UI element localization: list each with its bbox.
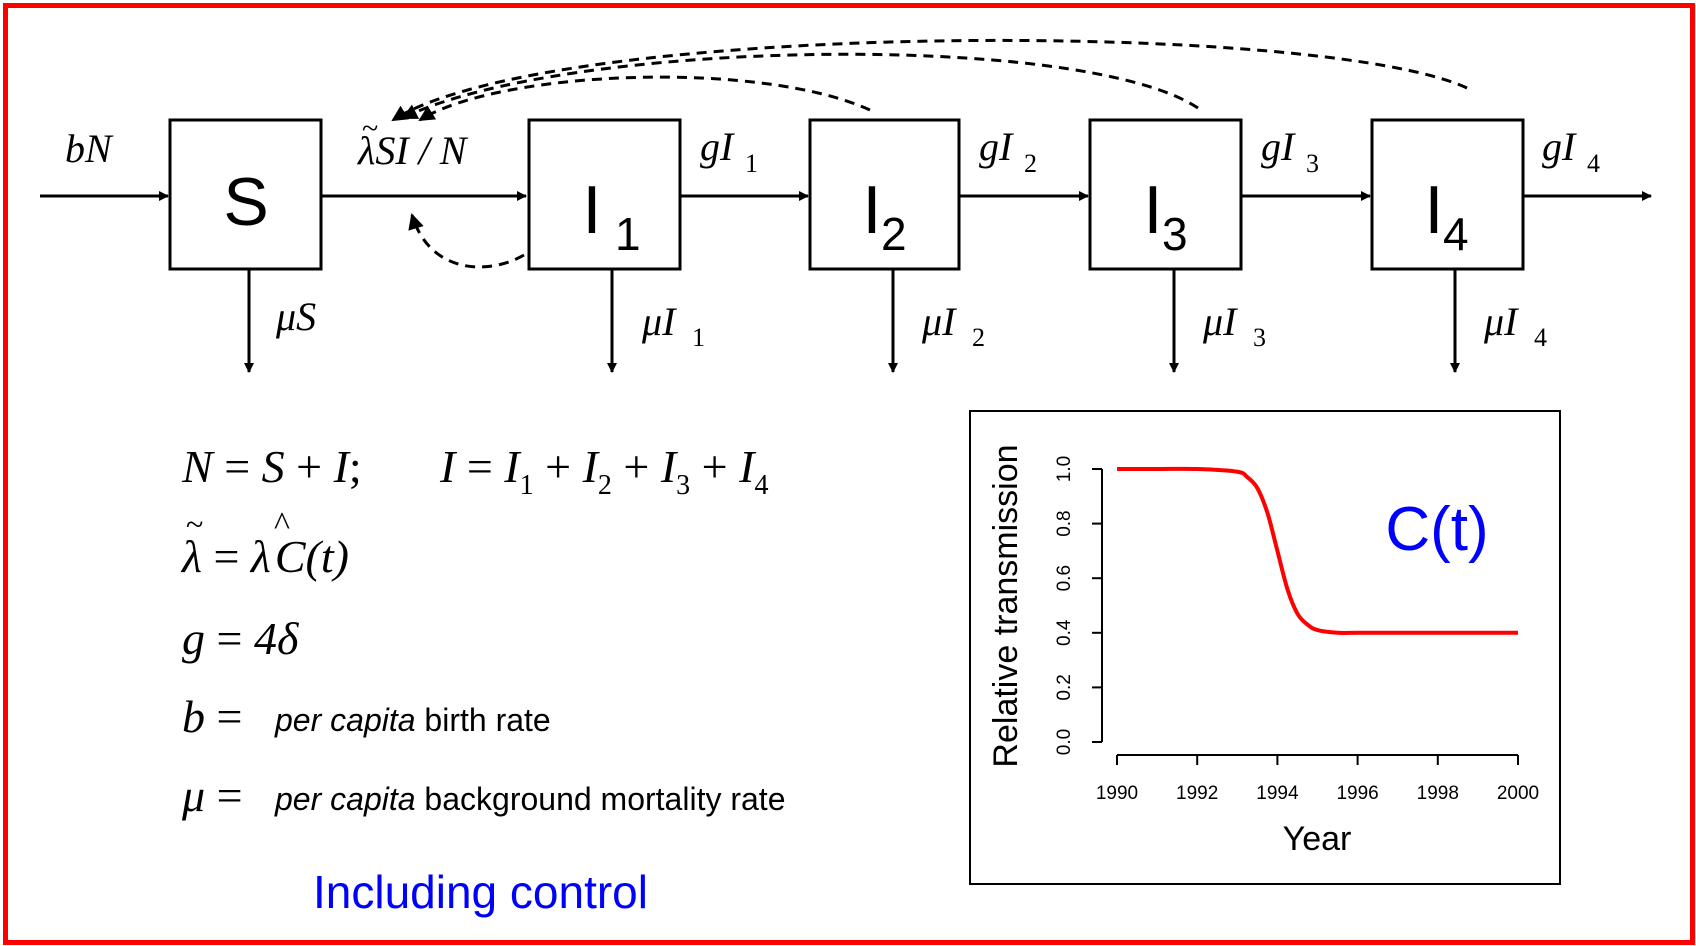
- progression-label-3: gI 3: [1261, 124, 1319, 178]
- hat-mark: ^: [274, 506, 290, 543]
- mortality-label-i1: μI 1: [641, 299, 705, 352]
- mortality-subscript: 1: [692, 323, 705, 352]
- progression-subscript: 3: [1306, 149, 1319, 178]
- mortality-label-i3: μI 3: [1202, 299, 1266, 352]
- mortality-rate-text: μI: [921, 299, 957, 344]
- definition-symbol: b =: [182, 691, 242, 742]
- feedback-arrow-i4: [391, 38, 1468, 122]
- progression-subscript: 4: [1587, 149, 1600, 178]
- compartment-s: S: [168, 118, 323, 271]
- progression-subscript: 1: [745, 149, 758, 178]
- compartment-subscript: 4: [1443, 208, 1469, 260]
- chart-title: C(t): [1385, 495, 1488, 564]
- mortality-label-i4: μI 4: [1483, 299, 1547, 352]
- y-tick-label: 0.0: [1054, 729, 1075, 755]
- x-tick-label: 1996: [1336, 783, 1378, 804]
- compartment-subscript: 1: [615, 208, 641, 260]
- progression-rate-text: gI: [1542, 124, 1577, 169]
- relative-transmission-chart: 0.0 0.2 0.4 0.6 0.8 1.0 1990 1992 1994 1996 1998 2…: [969, 410, 1561, 885]
- infection-rate-label: λSI / N ~: [357, 112, 469, 173]
- chart-frame: [969, 410, 1561, 885]
- definition-mu: μ = per capita background mortality rate: [181, 770, 785, 821]
- x-ticks: 1990 1992 1994 1996 1998 2000: [1096, 755, 1539, 804]
- compartment-i4: I 4: [1370, 118, 1525, 271]
- x-tick-label: 1990: [1096, 783, 1138, 804]
- definition-b: b = per capita birth rate: [182, 691, 551, 742]
- mortality-subscript: 3: [1253, 323, 1266, 352]
- compartment-label: I: [1144, 172, 1163, 248]
- progression-label-1: gI 1: [700, 124, 758, 178]
- equation-text: λ = λC(t): [180, 531, 349, 582]
- equation-population: N = S + I; I = I1 + I2 + I3 + I4: [181, 441, 768, 501]
- compartment-label: I: [863, 172, 882, 248]
- progression-subscript: 2: [1024, 149, 1037, 178]
- feedback-arrow-i2: [418, 75, 871, 122]
- mortality-label-s: μS: [275, 294, 316, 339]
- x-tick-label: 2000: [1497, 783, 1539, 804]
- equation-lambda: ~ ^ λ = λC(t): [180, 506, 349, 582]
- progression-rate-text: gI: [1261, 124, 1296, 169]
- y-tick-label: 1.0: [1054, 456, 1075, 482]
- compartment-i1: I 1: [527, 118, 682, 271]
- progression-label-4: gI 4: [1542, 124, 1600, 178]
- definition-text: per capita background mortality rate: [274, 781, 785, 817]
- equation-text: N = S + I;: [181, 441, 362, 492]
- birth-rate-label: bN: [65, 126, 114, 171]
- feedback-arrow-i1: [408, 213, 525, 269]
- caption: Including control: [313, 866, 648, 918]
- tilde-mark: ~: [362, 112, 378, 145]
- definition-text: per capita birth rate: [274, 702, 551, 738]
- compartment-subscript: 3: [1162, 208, 1188, 260]
- x-tick-label: 1992: [1176, 783, 1218, 804]
- x-tick-label: 1998: [1417, 783, 1459, 804]
- x-axis-label: Year: [1283, 820, 1352, 858]
- infection-rate-text: λSI / N: [357, 128, 469, 173]
- equation-total-infected: I = I1 + I2 + I3 + I4: [439, 441, 768, 501]
- mortality-rate-text: μI: [641, 299, 677, 344]
- y-tick-label: 0.6: [1054, 565, 1075, 591]
- compartment-i3: I 3: [1088, 118, 1243, 271]
- y-ticks: 0.0 0.2 0.4 0.6 0.8 1.0: [1054, 456, 1102, 755]
- mortality-rate-text: μI: [1483, 299, 1519, 344]
- progression-rate-text: gI: [700, 124, 735, 169]
- equation-g: g = 4δ: [182, 613, 299, 664]
- tilde-mark: ~: [186, 506, 203, 542]
- compartment-label: I: [583, 172, 602, 248]
- progression-label-2: gI 2: [979, 124, 1037, 178]
- mortality-rate-text: μI: [1202, 299, 1238, 344]
- compartment-i2: I 2: [808, 118, 961, 271]
- mortality-label-i2: μI 2: [921, 299, 985, 352]
- slide-border: [3, 3, 1695, 945]
- compartment-label: I: [1425, 172, 1444, 248]
- x-tick-label: 1994: [1256, 783, 1299, 804]
- y-tick-label: 0.2: [1054, 674, 1075, 700]
- transmission-curve: [1117, 466, 1518, 635]
- mortality-subscript: 2: [972, 323, 985, 352]
- mortality-rate-text: μS: [275, 294, 316, 339]
- equation-text: g = 4δ: [182, 613, 299, 664]
- feedback-arrow-i3: [401, 52, 1199, 120]
- y-axis-label: Relative transmission: [987, 444, 1025, 767]
- compartment-label: S: [223, 164, 268, 240]
- compartment-subscript: 2: [881, 208, 907, 260]
- y-tick-label: 0.4: [1054, 619, 1075, 646]
- y-tick-label: 0.8: [1054, 510, 1075, 536]
- progression-rate-text: gI: [979, 124, 1014, 169]
- definition-symbol: μ =: [181, 770, 243, 821]
- mortality-subscript: 4: [1534, 323, 1547, 352]
